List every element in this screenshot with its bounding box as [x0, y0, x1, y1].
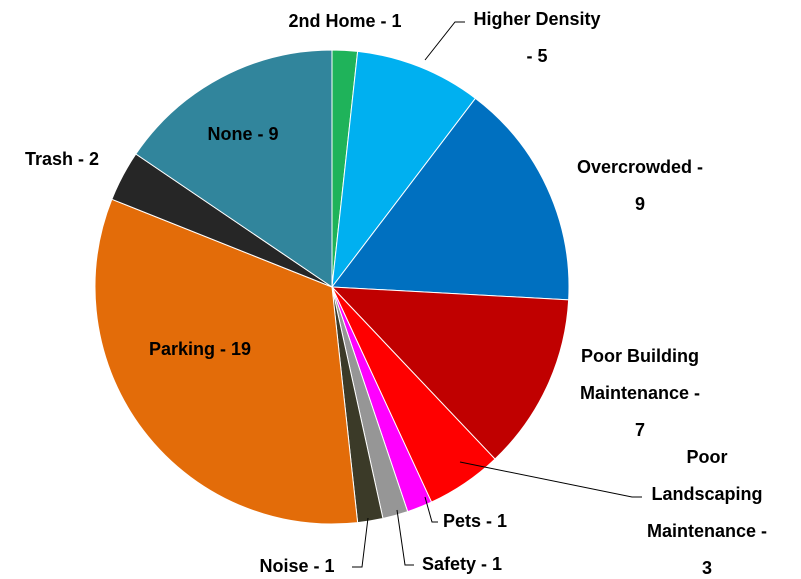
- slice-label-line: Maintenance -: [580, 383, 700, 403]
- slice-label: 2nd Home - 1: [288, 11, 401, 31]
- slice-label-line: 7: [635, 420, 645, 440]
- pie-slice: [135, 49, 333, 288]
- slice-label-line: 9: [635, 194, 645, 214]
- slice-label-line: Maintenance -: [647, 521, 767, 541]
- slice-label-line: Trash - 2: [25, 149, 99, 169]
- pie-slice: [330, 286, 570, 460]
- pie-slice: [94, 198, 359, 525]
- leader-line: [396, 509, 414, 566]
- leader-line: [352, 517, 369, 568]
- slice-label: None - 9: [207, 124, 278, 144]
- slice-label-line: Noise - 1: [259, 556, 334, 576]
- pie-slice: [331, 50, 477, 289]
- slice-label-line: None - 9: [207, 124, 278, 144]
- slice-label-line: 3: [702, 558, 712, 578]
- leader-line: [459, 461, 642, 498]
- slice-label: Noise - 1: [259, 556, 334, 576]
- slice-label-line: Poor Building: [581, 346, 699, 366]
- slice-label-line: Pets - 1: [443, 511, 507, 531]
- slice-label-line: - 5: [526, 46, 547, 66]
- slice-label: Safety - 1: [422, 554, 502, 574]
- slice-label: Poor Building Maintenance - 7: [580, 346, 700, 440]
- slice-label: Overcrowded - 9: [577, 157, 703, 214]
- slice-label: Higher Density - 5: [473, 9, 600, 66]
- slice-label: Parking - 19: [149, 339, 251, 359]
- pie-slice: [331, 97, 570, 301]
- slice-label-line: Parking - 19: [149, 339, 251, 359]
- leader-line: [424, 496, 438, 523]
- slice-label-line: Poor: [686, 447, 727, 467]
- slice-label: Poor Landscaping Maintenance - 3: [647, 447, 767, 578]
- slice-label-line: Higher Density: [473, 9, 600, 29]
- slice-label-line: Landscaping: [651, 484, 762, 504]
- slice-label-line: Overcrowded -: [577, 157, 703, 177]
- slice-label-line: Safety - 1: [422, 554, 502, 574]
- slice-label-line: 2nd Home - 1: [288, 11, 401, 31]
- slice-label: Pets - 1: [443, 511, 507, 531]
- slice-label: Trash - 2: [25, 149, 99, 169]
- leader-line: [424, 21, 465, 61]
